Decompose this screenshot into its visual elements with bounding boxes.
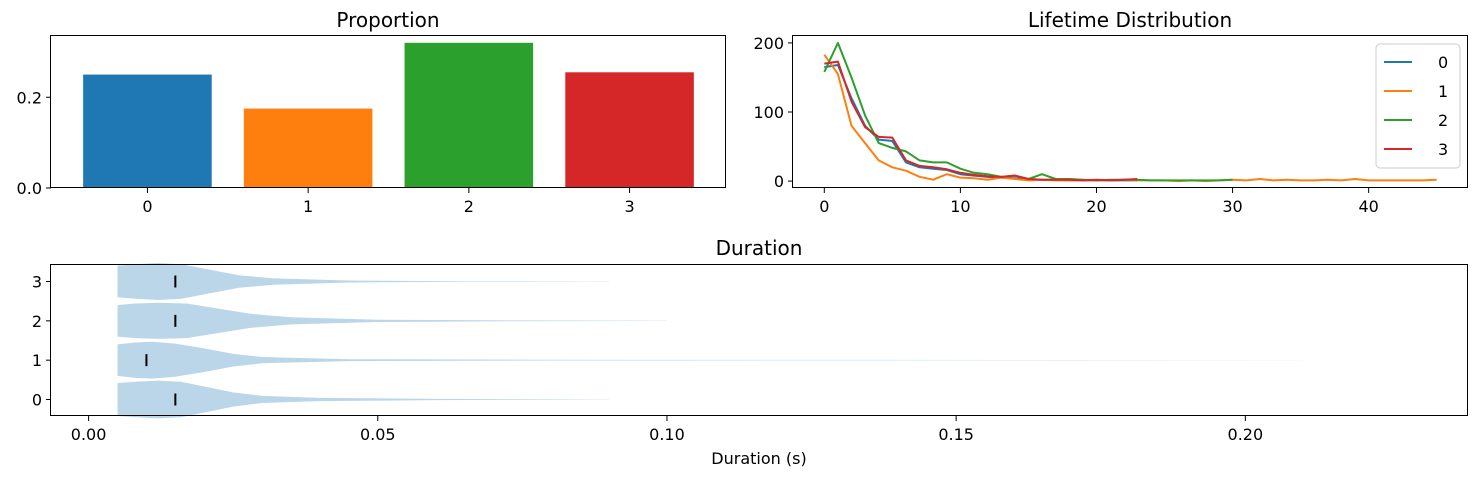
ytick-label: 2 xyxy=(32,312,42,331)
proportion-frame xyxy=(50,35,726,188)
series-line-3 xyxy=(824,60,1138,182)
xtick-label: 10 xyxy=(950,197,970,216)
legend-frame xyxy=(1375,43,1461,169)
legend-label-3: 3 xyxy=(1438,140,1448,159)
lifetime-title: Lifetime Distribution xyxy=(1028,8,1232,32)
xtick-label: 2 xyxy=(464,197,474,216)
violin-0 xyxy=(117,380,610,419)
proportion-axes: 0 1 2 3 0.0 0.2 xyxy=(17,88,635,216)
xtick-label: 0.05 xyxy=(360,425,396,444)
violin-2 xyxy=(117,302,667,339)
series-line-0 xyxy=(824,64,1138,182)
xtick-label: 40 xyxy=(1358,197,1378,216)
xtick-label: 0.20 xyxy=(1228,425,1264,444)
duration-axes: 0 1 2 3 0.00 0.05 0.10 0.15 0.20 xyxy=(32,273,1263,444)
xtick-label: 0.00 xyxy=(71,425,107,444)
ytick-label: 0 xyxy=(774,172,784,191)
ytick-label: 0 xyxy=(32,390,42,409)
ytick-label: 100 xyxy=(753,103,784,122)
lifetime-frame xyxy=(792,35,1468,188)
xtick-label: 20 xyxy=(1086,197,1106,216)
xtick-label: 1 xyxy=(303,197,313,216)
xtick-label: 30 xyxy=(1222,197,1242,216)
duration-chart: Duration 0 1 2 3 0.00 0.05 0.10 0.15 0.20 Durati… xyxy=(32,236,1468,468)
ytick-label: 0.0 xyxy=(17,179,42,198)
ytick-label: 200 xyxy=(753,34,784,53)
ytick-label: 1 xyxy=(32,351,42,370)
bar-3 xyxy=(565,72,694,188)
ytick-label: 0.2 xyxy=(17,88,42,107)
xtick-label: 0 xyxy=(819,197,829,216)
xtick-label: 0.10 xyxy=(649,425,685,444)
lifetime-lines xyxy=(823,41,1437,183)
bar-1 xyxy=(243,108,373,188)
legend-label-0: 0 xyxy=(1438,53,1448,72)
duration-title: Duration xyxy=(716,236,803,260)
proportion-chart: Proportion 0 1 2 3 0.0 0.2 xyxy=(17,8,726,216)
xtick-label: 0.15 xyxy=(938,425,974,444)
violin-3 xyxy=(117,263,610,300)
lifetime-legend: 0 1 2 3 xyxy=(1375,43,1461,169)
ytick-label: 3 xyxy=(32,273,42,292)
legend-label-1: 1 xyxy=(1438,82,1448,101)
proportion-bars xyxy=(83,42,694,188)
duration-violins xyxy=(117,263,1304,419)
bar-0 xyxy=(83,74,212,188)
duration-xlabel: Duration (s) xyxy=(711,449,806,468)
bar-2 xyxy=(404,42,534,188)
series-line-1 xyxy=(823,54,1437,183)
duration-frame xyxy=(50,264,1468,416)
series-line-2 xyxy=(823,41,1233,182)
violin-1 xyxy=(117,341,1304,379)
proportion-title: Proportion xyxy=(336,8,439,32)
legend-label-2: 2 xyxy=(1438,111,1448,130)
xtick-label: 0 xyxy=(142,197,152,216)
lifetime-axes: 0 10 20 30 40 0 100 200 xyxy=(753,34,1378,216)
xtick-label: 3 xyxy=(624,197,634,216)
